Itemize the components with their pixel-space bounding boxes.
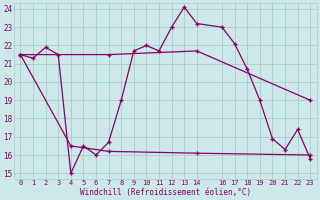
X-axis label: Windchill (Refroidissement éolien,°C): Windchill (Refroidissement éolien,°C) [80,188,251,197]
